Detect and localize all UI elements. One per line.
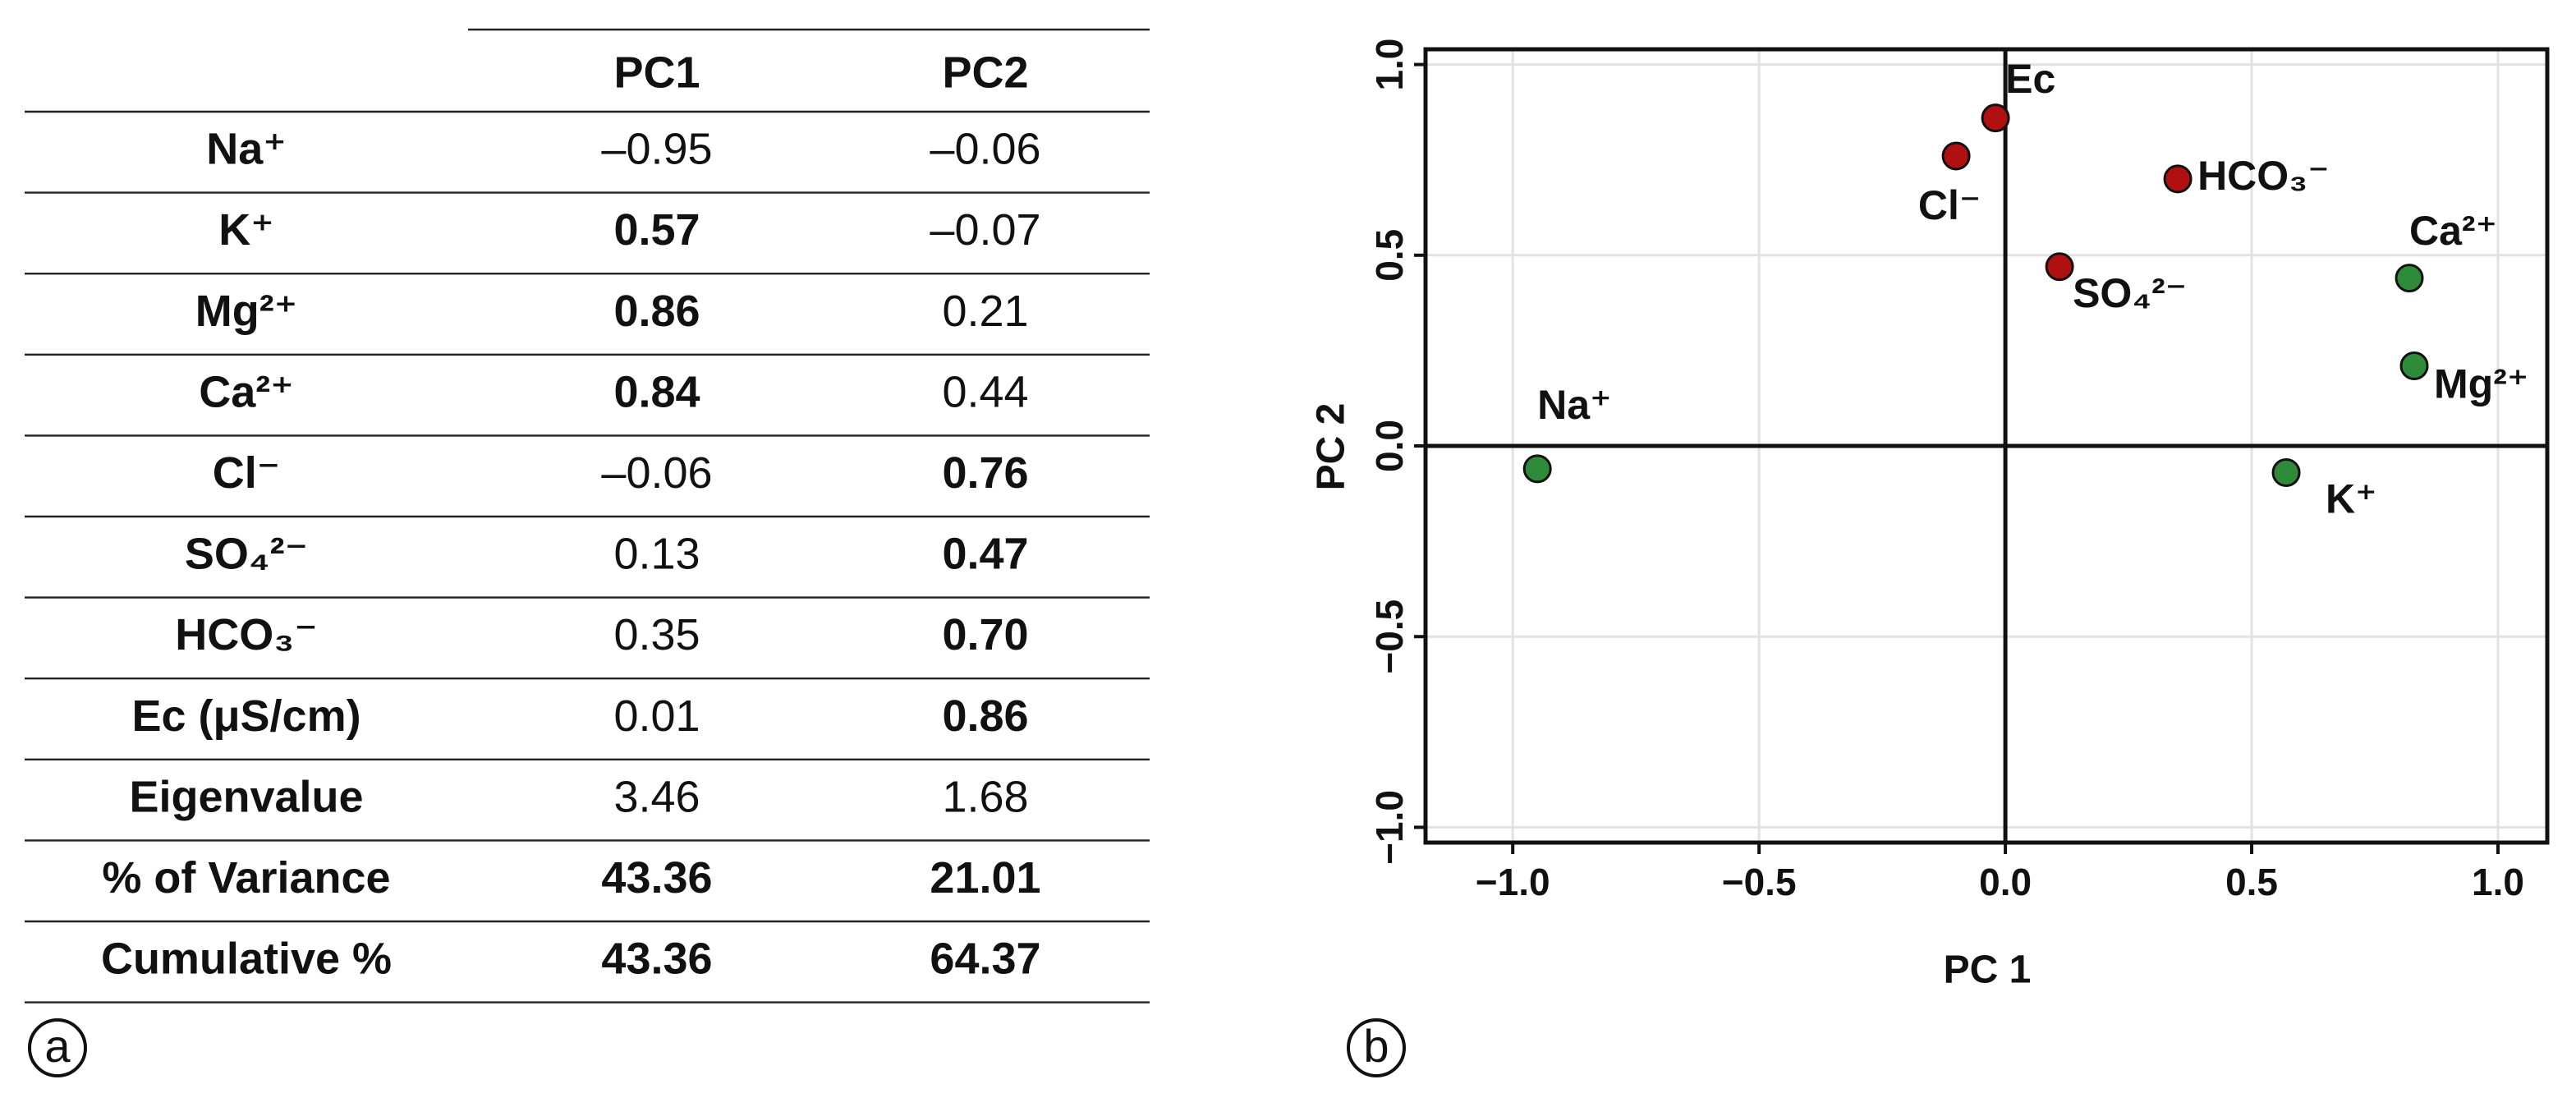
table-cell: –0.95 (601, 125, 712, 174)
row-label: Cumulative % (101, 935, 392, 984)
point (2271, 458, 2301, 488)
table-cell: 0.76 (942, 448, 1028, 498)
point-label: Mg²⁺ (2434, 361, 2528, 407)
table-cell: –0.06 (601, 448, 712, 498)
panel-badge (28, 1018, 87, 1077)
row-label: Cl⁻ (213, 448, 281, 498)
point-label: Cl⁻ (1918, 182, 1981, 228)
point-label: Na⁺ (1537, 382, 1611, 428)
row-label: HCO₃⁻ (175, 610, 317, 659)
point-label: Ec (2005, 56, 2055, 102)
row-label: Na⁺ (206, 125, 287, 174)
panel-label: b (1363, 1020, 1389, 1072)
y-tick-label: 0.0 (1368, 420, 1411, 472)
point-label: Ca²⁺ (2409, 208, 2497, 254)
table-cell: 21.01 (930, 853, 1040, 903)
table-cell: 0.44 (942, 367, 1028, 416)
table-cell: 0.86 (613, 287, 700, 336)
x-tick-label: −0.5 (1722, 861, 1797, 903)
y-tick-label: 1.0 (1368, 39, 1411, 91)
table-cell: –0.07 (930, 205, 1040, 255)
point (1522, 454, 1552, 484)
row-label: % of Variance (102, 853, 390, 903)
table-cell: 3.46 (613, 772, 700, 821)
table-cell: 0.21 (942, 287, 1028, 336)
point (1981, 103, 2010, 133)
table-cell: 0.01 (613, 691, 700, 741)
row-label: Eigenvalue (129, 772, 363, 821)
panel-badge (1347, 1018, 1406, 1077)
table-cell: 0.86 (942, 691, 1028, 741)
row-label: SO₄²⁻ (185, 530, 308, 579)
point (2395, 264, 2424, 293)
point (2163, 164, 2193, 194)
row-label: Mg²⁺ (195, 287, 297, 336)
row-label: Ec (μS/cm) (131, 691, 360, 741)
point-label: K⁺ (2326, 476, 2377, 522)
point-label: HCO₃⁻ (2197, 153, 2330, 199)
column-header: PC1 (613, 48, 700, 97)
y-tick-label: −1.0 (1368, 790, 1411, 865)
panel-label: a (44, 1020, 71, 1072)
row-label: K⁺ (218, 205, 274, 255)
table-cell: 43.36 (601, 853, 712, 903)
point (2045, 252, 2074, 282)
table-cell: 0.70 (942, 610, 1028, 659)
table-cell: 43.36 (601, 935, 712, 984)
table-cell: 0.35 (613, 610, 700, 659)
table-cell: 0.84 (613, 367, 700, 416)
y-axis-title: PC 2 (1310, 403, 1353, 491)
row-label: Ca²⁺ (199, 367, 294, 416)
x-tick-label: −1.0 (1476, 861, 1550, 903)
y-tick-label: −0.5 (1368, 599, 1411, 674)
x-axis-title: PC 1 (1944, 949, 2032, 992)
table-cell: 64.37 (930, 935, 1040, 984)
table-cell: 0.13 (613, 530, 700, 579)
point-label: SO₄²⁻ (2073, 270, 2187, 316)
x-tick-label: 0.0 (1979, 861, 2032, 903)
point (2399, 351, 2429, 380)
point (1941, 141, 1971, 171)
table-cell: 0.47 (942, 530, 1028, 579)
x-tick-label: 0.5 (2225, 861, 2278, 903)
table-cell: 0.57 (613, 205, 700, 255)
table-cell: 1.68 (942, 772, 1028, 821)
plot-frame (1423, 47, 2550, 845)
table-cell: –0.06 (930, 125, 1040, 174)
column-header: PC2 (942, 48, 1028, 97)
x-tick-label: 1.0 (2472, 861, 2524, 903)
y-tick-label: 0.5 (1368, 229, 1411, 282)
